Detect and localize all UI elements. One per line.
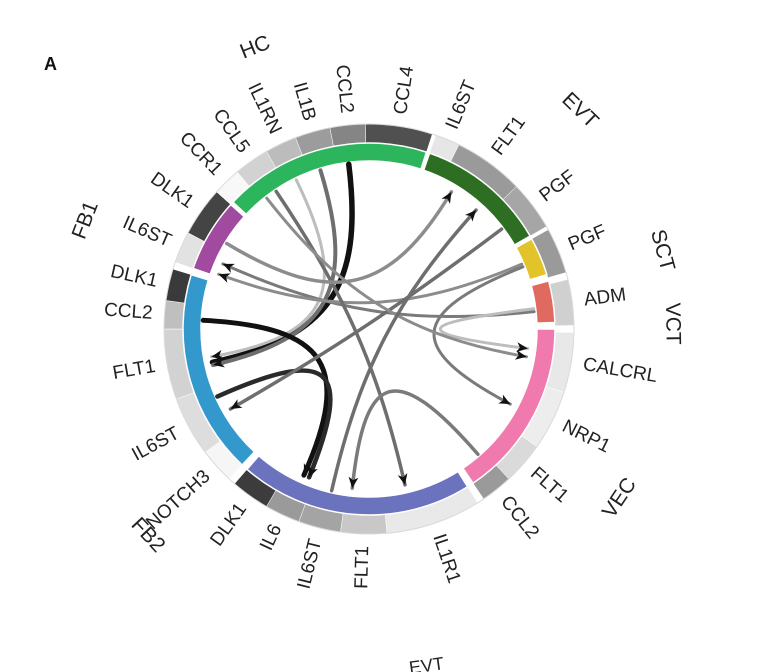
- gene-label: CCL4: [390, 64, 418, 116]
- gene-label: DLK1: [206, 499, 251, 550]
- link-arrowhead: [465, 210, 477, 222]
- group-label: VEC: [598, 474, 641, 523]
- cropped-label-fragment: EVT: [408, 653, 445, 672]
- gene-label: IL6ST: [120, 212, 175, 252]
- group-label: HC: [237, 31, 274, 64]
- link-curve: [274, 189, 407, 487]
- link-arrowhead: [213, 357, 225, 368]
- gene-label: CCL2: [331, 64, 357, 115]
- gene-label: CALCRL: [581, 354, 658, 387]
- cell-type-ring: [182, 142, 556, 516]
- gene-label: FLT1: [351, 546, 373, 589]
- link-arrowhead: [514, 349, 527, 360]
- gene-label: CCL5: [208, 105, 253, 157]
- gene-label: IL1B: [289, 80, 320, 123]
- gene-label: DLK1: [147, 168, 198, 212]
- gene-label: NRP1: [559, 416, 614, 457]
- gene-ring: [163, 123, 575, 535]
- gene-label: IL1RN: [243, 80, 285, 138]
- gene-label: FLT1: [488, 112, 530, 159]
- gene-label: FLT1: [526, 463, 572, 507]
- group-label: EVT: [557, 88, 602, 133]
- link-curve: [224, 190, 454, 284]
- link-arrowhead: [397, 473, 408, 485]
- link-curve: [215, 368, 333, 480]
- gene-segment: [340, 512, 388, 535]
- cell-type-segment: [422, 152, 532, 247]
- gene-label: DLK1: [109, 261, 160, 292]
- link-curve: [200, 317, 330, 478]
- gene-label: CCR1: [175, 128, 226, 180]
- link-arrowhead: [222, 263, 235, 273]
- link-curve: [217, 262, 524, 305]
- group-label: SCT: [646, 227, 679, 274]
- gene-label: PGF: [536, 166, 580, 206]
- cell-type-segment: [514, 237, 548, 281]
- link-arrowhead: [498, 394, 511, 405]
- gene-segment: [163, 300, 186, 330]
- gene-label: PGF: [565, 221, 609, 255]
- outer-circle: [163, 123, 575, 535]
- cell-type-segment: [231, 142, 428, 216]
- link-arrowhead: [211, 349, 224, 360]
- group-label: VCT: [661, 302, 685, 345]
- link-curve: [329, 208, 478, 493]
- cell-type-segment: [245, 454, 469, 516]
- cell-type-segment: [530, 279, 556, 324]
- links-layer: [200, 161, 536, 493]
- link-curve: [209, 178, 326, 359]
- link-arrowhead: [303, 463, 313, 476]
- link-curve: [211, 168, 338, 367]
- link-curve: [438, 307, 536, 350]
- gene-label: CCL2: [103, 300, 153, 324]
- cell-type-segment: [182, 273, 256, 467]
- link-arrowhead: [516, 342, 528, 353]
- cell-type-segment: [192, 203, 246, 276]
- gene-label: ADM: [583, 284, 628, 310]
- link-arrowhead: [441, 191, 452, 204]
- link-curve: [228, 227, 504, 411]
- link-arrowhead: [308, 465, 318, 478]
- gene-label: IL6: [256, 521, 286, 554]
- cell-type-segment: [461, 328, 556, 485]
- gene-label: IL1R1: [428, 531, 464, 586]
- link-arrowhead: [230, 399, 243, 409]
- gene-label: IL6ST: [442, 77, 481, 132]
- panel-label: A: [44, 54, 57, 74]
- gene-label: IL6ST: [294, 537, 327, 592]
- link-arrowhead: [218, 273, 231, 283]
- gene-label: IL6ST: [128, 423, 183, 466]
- link-arrowhead: [348, 476, 359, 489]
- group-label: FB1: [68, 198, 103, 242]
- link-curve: [265, 196, 529, 359]
- gene-label: FLT1: [111, 356, 157, 384]
- link-curve: [350, 389, 480, 490]
- gene-label: CCL2: [496, 492, 543, 543]
